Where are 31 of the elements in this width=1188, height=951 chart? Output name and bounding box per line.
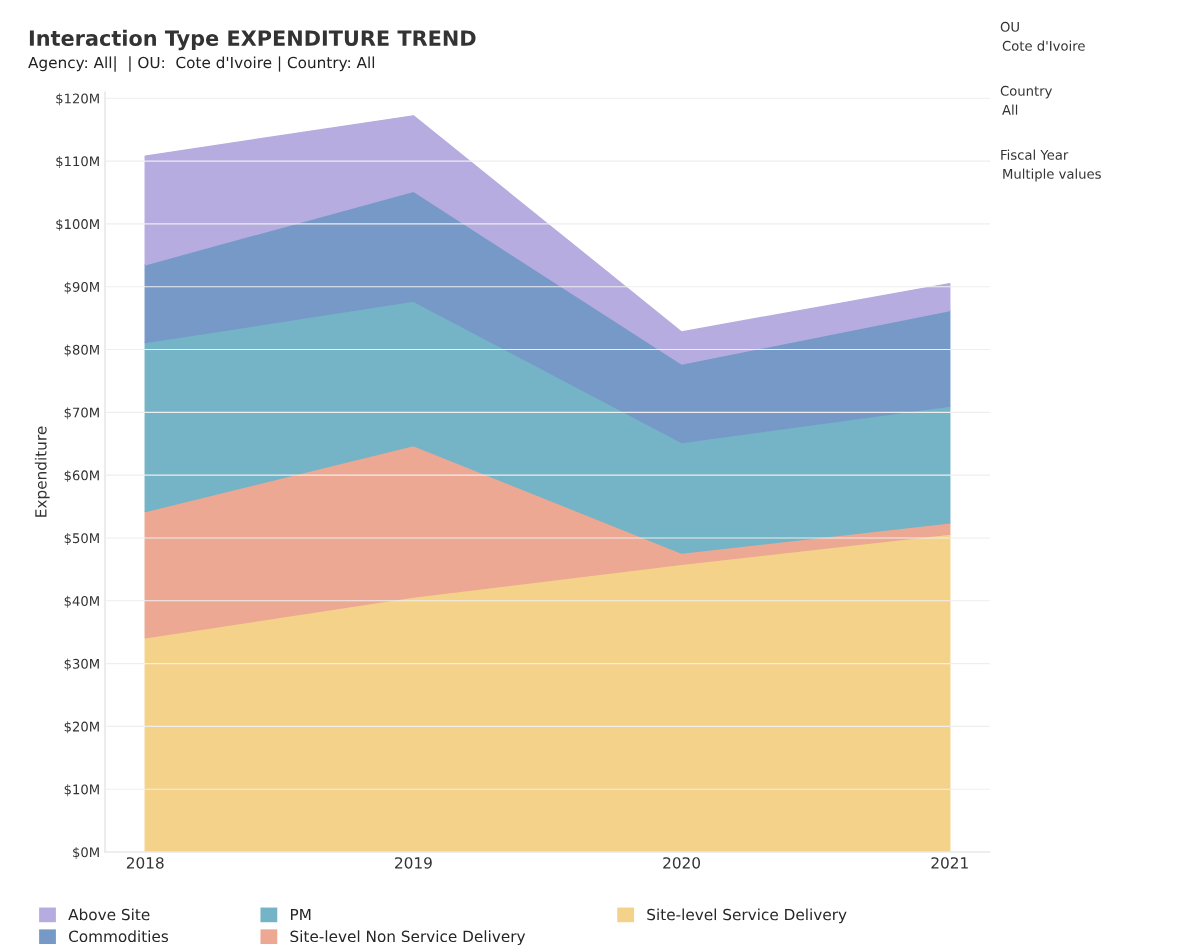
y-tick-label: $0M — [73, 846, 99, 859]
y-tick-label: $100M — [56, 218, 99, 231]
y-tick-label: $80M — [64, 344, 99, 357]
text: Fiscal Year — [1001, 149, 1069, 160]
y-tick-label: $60M — [64, 470, 99, 483]
text: OU — [1000, 21, 1019, 32]
text: Multiple values — [1003, 168, 1101, 182]
legend-label: Above Site — [68, 908, 150, 921]
y-tick-label: $50M — [64, 532, 99, 545]
x-tick-label: 2019 — [395, 857, 432, 869]
chart-title: Interaction Type EXPENDITURE TREND — [29, 29, 476, 51]
legend-label: Site-level Non Service Delivery — [290, 930, 526, 946]
text: Cote d'Ivoire — [1002, 40, 1085, 51]
x-tick-label: 2021 — [931, 857, 968, 869]
legend-label: Site-level Service Delivery — [647, 908, 847, 924]
x-tick-label: 2018 — [126, 857, 164, 869]
y-tick-label: $20M — [64, 721, 99, 734]
y-tick-label: $90M — [64, 281, 99, 294]
y-axis-title: Expenditure — [34, 426, 50, 517]
x-tick-label: 2020 — [663, 857, 701, 869]
y-tick-label: $30M — [64, 658, 99, 671]
y-tick-label: $40M — [64, 595, 99, 608]
legend-label: PM — [290, 908, 311, 921]
y-tick-label: $120M — [56, 93, 99, 106]
y-tick-label: $70M — [64, 407, 99, 420]
y-tick-label: $110M — [56, 156, 99, 169]
legend-label: Commodities — [68, 930, 169, 943]
chart-subtitle: Agency: All| | OU: Cote d'Ivoire | Country: All — [28, 56, 375, 72]
y-tick-label: $10M — [64, 784, 99, 797]
text: All — [1002, 104, 1018, 115]
text: Country — [1000, 85, 1053, 99]
